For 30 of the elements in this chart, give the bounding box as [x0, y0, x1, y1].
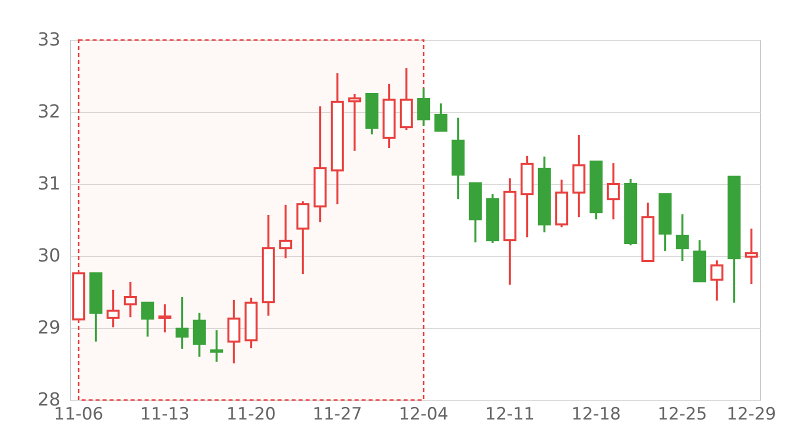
candlestick	[141, 302, 154, 338]
candlestick	[434, 102, 448, 132]
candlestick	[744, 228, 758, 286]
candlestick	[279, 204, 292, 260]
candlestick	[710, 259, 724, 302]
y-tick-label: 32	[38, 102, 60, 122]
candlestick	[676, 213, 689, 262]
candlestick	[124, 280, 137, 318]
x-tick-label: 12-04	[398, 404, 448, 424]
candlestick	[176, 296, 189, 350]
candlestick	[606, 162, 620, 220]
x-tick-label: 11-27	[312, 404, 362, 424]
x-tick-label: 11-13	[140, 404, 190, 424]
x-tick-label: 11-20	[226, 404, 276, 424]
y-tick-label: 33	[38, 30, 60, 50]
candlestick	[417, 87, 430, 127]
candlestick	[210, 329, 224, 363]
candlestick	[227, 298, 240, 364]
candlestick	[106, 288, 120, 328]
x-tick-label: 12-25	[658, 404, 708, 424]
x-tick-label: 12-18	[571, 404, 621, 424]
x-tick-label: 11-06	[54, 404, 104, 424]
y-tick-label: 30	[38, 246, 60, 266]
y-tick-label: 29	[38, 318, 60, 338]
candlestick	[158, 303, 172, 334]
x-tick-label: 12-29	[726, 404, 776, 424]
x-tick-label: 12-11	[485, 404, 535, 424]
candlestick	[192, 312, 206, 358]
y-tick-label: 31	[38, 174, 60, 194]
candlestick	[348, 93, 362, 152]
